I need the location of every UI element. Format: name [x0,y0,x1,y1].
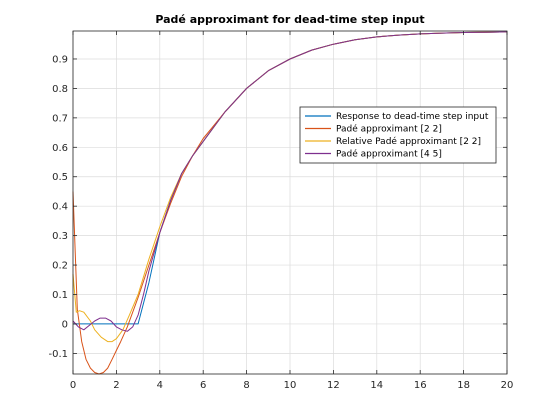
x-tick-label: 14 [370,380,383,391]
y-tick-label: 0.5 [52,172,68,183]
legend-label: Response to dead-time step input [336,112,489,122]
ticks: 0 2 4 6 8 10 12 14 16 18 20 -0.1 0 0.1 0.2 0.3 0.4 0.5 0.6… [48,31,513,391]
x-tick-label: 6 [200,380,206,391]
y-tick-label: 0.6 [52,143,68,154]
y-tick-label: 0.3 [52,231,68,242]
legend-label: Padé approximant [2 2] [336,124,442,135]
legend-label: Relative Padé approximant [2 2] [336,136,481,147]
x-tick-label: 20 [501,380,514,391]
legend-box [299,106,497,164]
y-tick-label: -0.1 [48,349,68,360]
x-tick-label: 2 [113,380,119,391]
x-tick-label: 4 [157,380,163,391]
series-line-4 [72,31,508,332]
x-tick-label: 10 [284,380,297,391]
chart-title: Padé approximant for dead-time step inpu… [155,13,424,26]
y-tick-label: 0.9 [52,54,68,65]
x-tick-label: 18 [457,380,470,391]
y-tick-label: 0.8 [52,84,68,95]
y-tick-label: 0.4 [52,202,68,213]
series-lines [72,31,508,375]
legend-label: Padé approximant [4 5] [336,149,442,160]
legend: Response to dead-time step input Padé app… [299,106,497,164]
y-tick-label: 0.7 [52,113,68,124]
x-tick-label: 16 [414,380,427,391]
x-tick-label: 12 [327,380,340,391]
y-tick-label: 0 [62,319,68,330]
x-tick-label: 0 [70,380,76,391]
y-tick-label: 0.1 [52,290,68,301]
y-tick-label: 0.2 [52,261,68,272]
x-tick-label: 8 [243,380,249,391]
